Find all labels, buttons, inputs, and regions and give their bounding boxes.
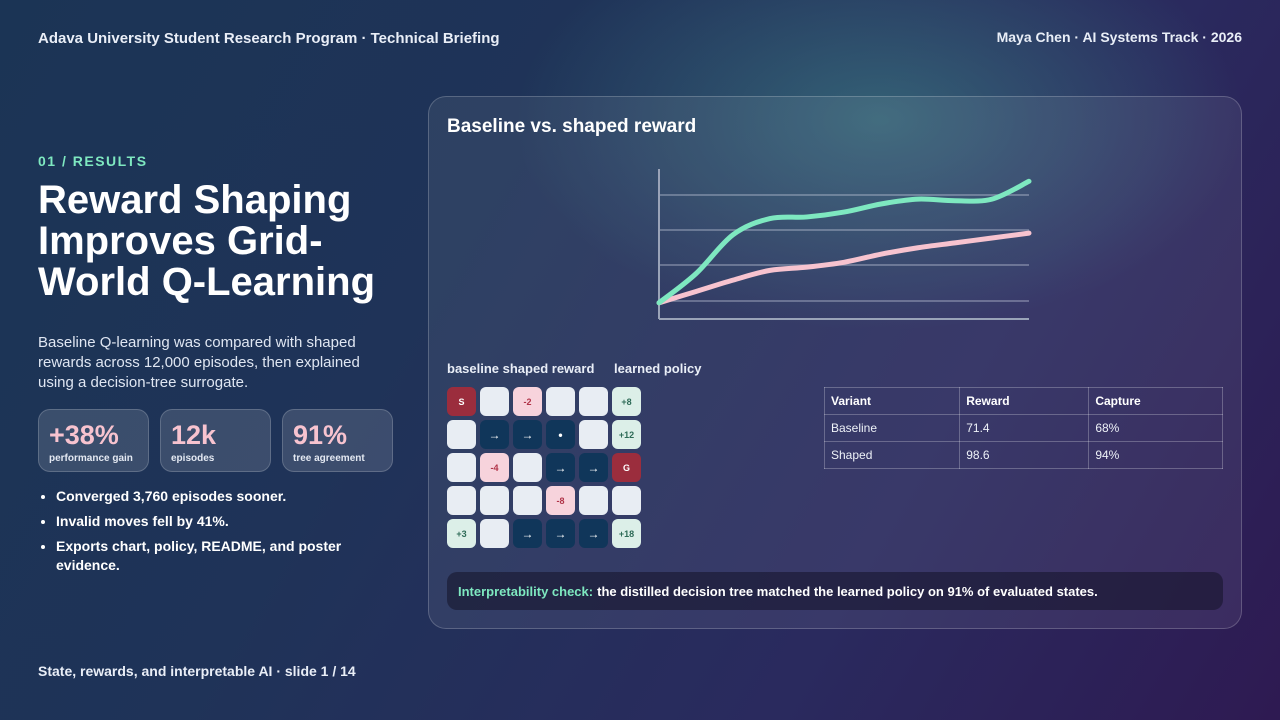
stat-value: 12k <box>171 420 217 450</box>
goal-cell: G <box>612 453 641 482</box>
stat-cards: +38% performance gain 12k episodes 91% t… <box>38 409 393 472</box>
policy-arrow-cell: → <box>513 420 542 449</box>
policy-arrow-cell: → <box>579 519 608 548</box>
table-header-row: Variant Reward Capture <box>823 387 1223 415</box>
stat-value: 91% <box>293 420 348 450</box>
slide-lede: Baseline Q-learning was compared with sh… <box>38 334 360 391</box>
baseline-reward-line <box>656 230 1032 306</box>
grid-cell <box>447 453 476 482</box>
finding-item: Exports chart, policy, README, and poste… <box>56 537 386 575</box>
stat-card-gain: +38% performance gain <box>38 409 149 472</box>
stat-card-agreement: 91% tree agreement <box>282 409 393 472</box>
reward-cell: +8 <box>612 387 641 416</box>
findings-list: Converged 3,760 episodes sooner. Invalid… <box>38 487 386 581</box>
grid-cell <box>513 453 542 482</box>
grid-cell <box>579 420 608 449</box>
table-row: Shaped 98.6 94% <box>823 441 1223 469</box>
stat-label: tree agreement <box>293 453 365 464</box>
shaped-reward-line <box>656 178 1032 306</box>
policy-arrow-cell: → <box>513 519 542 548</box>
penalty-cell: -8 <box>546 486 575 515</box>
penalty-cell: -4 <box>480 453 509 482</box>
start-cell: S <box>447 387 476 416</box>
grid-cell <box>447 420 476 449</box>
stat-label: episodes <box>171 453 215 464</box>
table-cell: Baseline <box>823 414 961 442</box>
policy-grid: S -2 +8 → → • +12 -4 → → G -8 +3 → → → +18 <box>447 387 641 548</box>
stat-card-episodes: 12k episodes <box>160 409 271 472</box>
policy-label: learned policy <box>614 361 702 376</box>
grid-cell <box>513 486 542 515</box>
grid-cell <box>612 486 641 515</box>
penalty-cell: -2 <box>513 387 542 416</box>
table-cell: Shaped <box>823 441 961 469</box>
policy-arrow-cell: → <box>480 420 509 449</box>
results-table: Variant Reward Capture Baseline 71.4 68%… <box>823 387 1223 469</box>
reward-line-chart <box>656 169 1032 320</box>
grid-cell <box>546 387 575 416</box>
panel-title: Baseline vs. shaped reward <box>447 116 697 137</box>
author-header: Maya Chen · AI Systems Track · 2026 <box>996 29 1242 45</box>
finding-item: Converged 3,760 episodes sooner. <box>56 487 386 506</box>
results-panel: Baseline vs. shaped reward baseline shap… <box>428 96 1242 629</box>
section-kicker: 01 / RESULTS <box>38 153 148 169</box>
callout-heading: Interpretability check: <box>458 583 594 599</box>
policy-arrow-cell: → <box>546 453 575 482</box>
grid-cell <box>480 486 509 515</box>
policy-arrow-cell: → <box>579 453 608 482</box>
stat-value: +38% <box>49 420 119 450</box>
grid-cell <box>480 387 509 416</box>
grid-cell <box>447 486 476 515</box>
col-header-variant: Variant <box>823 387 961 415</box>
reward-cell: +12 <box>612 420 641 449</box>
stat-label: performance gain <box>49 453 133 464</box>
table-cell: 68% <box>1088 414 1223 442</box>
grid-cell <box>480 519 509 548</box>
reward-cell: +18 <box>612 519 641 548</box>
grid-cell <box>579 486 608 515</box>
table-cell: 98.6 <box>959 441 1090 469</box>
grid-cell <box>579 387 608 416</box>
policy-arrow-cell: → <box>546 519 575 548</box>
reward-cell: +3 <box>447 519 476 548</box>
legend-label: baseline shaped reward <box>447 361 595 376</box>
policy-arrow-cell: • <box>546 420 575 449</box>
col-header-capture: Capture <box>1088 387 1223 415</box>
slide-footer: State, rewards, and interpretable AI · s… <box>38 663 356 679</box>
interpretability-callout: Interpretability check: the distilled de… <box>447 572 1223 610</box>
slide-title: Reward Shaping Improves Grid-World Q-Lea… <box>38 178 376 304</box>
program-header: Adava University Student Research Progra… <box>38 30 500 47</box>
callout-body: the distilled decision tree matched the … <box>597 583 1098 599</box>
table-cell: 71.4 <box>959 414 1090 442</box>
finding-item: Invalid moves fell by 41%. <box>56 512 386 531</box>
col-header-reward: Reward <box>959 387 1090 415</box>
table-cell: 94% <box>1088 441 1223 469</box>
table-row: Baseline 71.4 68% <box>823 414 1223 442</box>
